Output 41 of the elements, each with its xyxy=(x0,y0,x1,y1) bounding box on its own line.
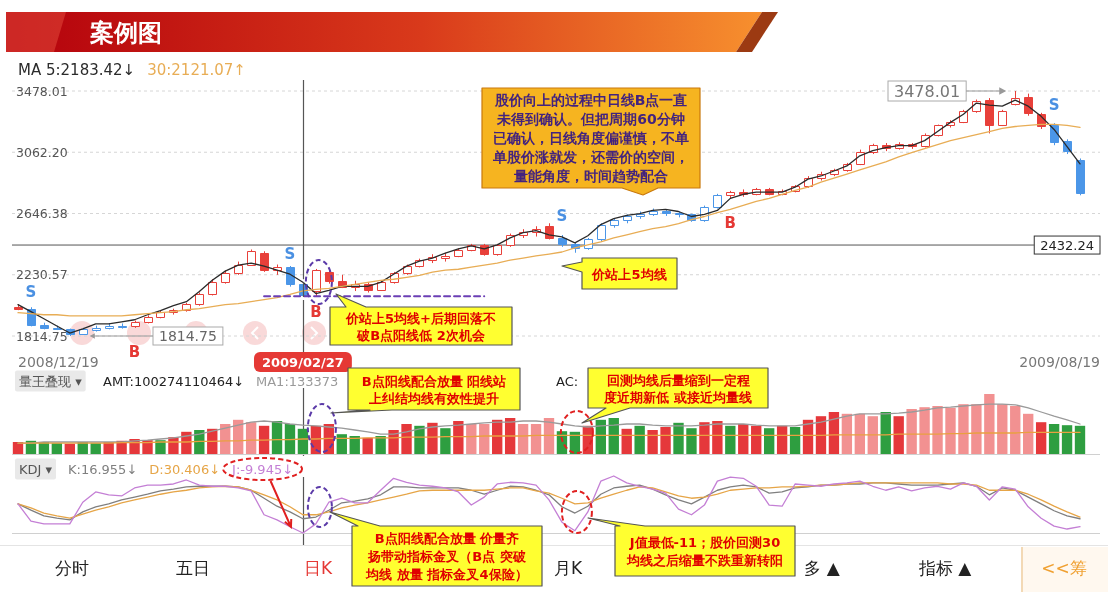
annotation: S xyxy=(284,245,296,263)
text: <<筹 xyxy=(1041,558,1087,578)
text: 2008/12/19 xyxy=(18,354,99,370)
annotation: S xyxy=(556,207,568,225)
series-label: D:30.406↓ xyxy=(149,461,221,477)
text: 分时 xyxy=(55,558,89,578)
annotation: B点阳线配合放量 阳线站上纠结均线有效性提升 xyxy=(361,373,507,405)
y-tick-label: 3062.20 xyxy=(16,144,68,160)
chart-title: 案例图 xyxy=(89,19,162,47)
text: 30:2121.07↑ xyxy=(147,61,246,79)
y-tick-label: 3478.01 xyxy=(16,83,68,99)
text: 2009/08/19 xyxy=(1019,354,1100,370)
text: 月K xyxy=(553,558,583,578)
text: 日K xyxy=(303,558,333,578)
annotation: B xyxy=(310,303,322,321)
annotation: 价站上5均线 xyxy=(591,266,667,281)
text: 多 ▲ xyxy=(804,558,841,578)
x-tick-label: 2009/02/27 xyxy=(262,354,344,370)
y-tick-label: 2646.38 xyxy=(16,206,68,221)
annotation: 价站上5均线+后期回落不破B点阳线低 2次机会 xyxy=(345,310,496,342)
annotation: 股价向上的过程中日线B点一直未得到确认。但把周期60分钟已确认，日线角度偏谨慎，不单单股价涨就发，还需价的空间，量能角度，时间趋势配合 xyxy=(492,92,689,184)
annotation: B点阳线配合放量 价量齐扬带动指标金叉（B点 突破均线 放量 指标金叉4保险） xyxy=(365,530,528,582)
text: 指标 ▲ xyxy=(917,558,973,578)
text: 五日 xyxy=(176,558,210,578)
annotation: S xyxy=(1048,96,1060,114)
y-tick-label: 1814.75 xyxy=(16,328,68,344)
annotation: 1814.75 xyxy=(158,328,217,344)
ref-line-label: 2432.24 xyxy=(1040,237,1094,253)
series-label: K:16.955↓ xyxy=(68,461,138,477)
text: AMT:100274110464↓ xyxy=(103,373,245,389)
text: B xyxy=(128,343,141,361)
annotation: B xyxy=(724,214,737,232)
annotation: 回测均线后量缩到一定程度近期新低 或接近均量线 xyxy=(603,372,752,404)
text: J值最低-11；股价回测30均线之后缩量不跌重新转阳 xyxy=(626,534,783,568)
text: MA1:133373 xyxy=(256,373,339,389)
text: MA 5:2183.42↓ xyxy=(18,61,136,79)
text: AC: xyxy=(556,373,579,389)
annotation: S xyxy=(25,283,37,301)
annotation: 3478.01 xyxy=(894,81,961,101)
y-tick-label: 2230.57 xyxy=(16,267,68,283)
series-label: J:-9.945↓ xyxy=(231,461,294,477)
